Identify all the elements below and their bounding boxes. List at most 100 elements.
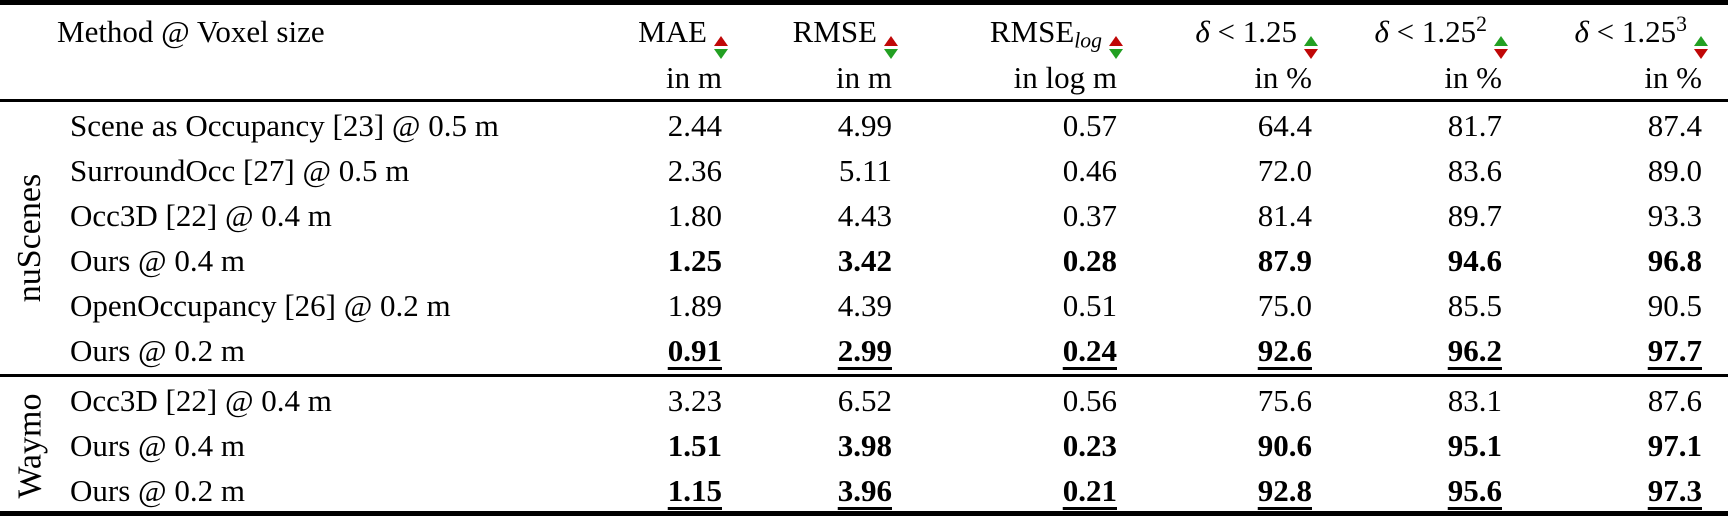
metric-value: 81.4 (1257, 198, 1312, 233)
down-arrow-icon (884, 49, 898, 59)
value-cell-delta2: 95.6 (1318, 468, 1508, 511)
table-row: Ours @ 0.4 m 1.25 3.42 0.28 87.9 94.6 96… (0, 238, 1728, 283)
value-cell-delta3: 96.8 (1508, 238, 1708, 283)
metric-value: 0.51 (1062, 288, 1117, 323)
value-cell-mae: 1.15 (558, 468, 728, 511)
metric-value: 87.6 (1647, 383, 1702, 418)
metric-value: 3.98 (837, 428, 892, 463)
value-cell-mae: 2.36 (558, 148, 728, 193)
dataset-label: nuScenes (0, 102, 60, 374)
metric-value: 2.36 (667, 153, 722, 188)
metric-value: 4.43 (837, 198, 892, 233)
metric-column-header: RMSE in m (728, 8, 898, 97)
metric-value: 97.7 (1647, 333, 1702, 368)
metric-name: < 1.25 (1209, 14, 1297, 49)
metric-value: 92.6 (1257, 333, 1312, 368)
metric-title: RMSE (728, 8, 898, 59)
method-cell: Ours @ 0.2 m (70, 473, 245, 508)
metric-title: δ < 1.252 (1318, 8, 1508, 59)
value-cell-rmse-log: 0.28 (898, 238, 1123, 283)
value-cell-rmse-log: 0.21 (898, 468, 1123, 511)
method-cell: Ours @ 0.4 m (70, 428, 245, 463)
metric-superscript: 3 (1676, 12, 1687, 37)
metric-unit: in % (1444, 60, 1502, 95)
metric-value: 96.8 (1647, 243, 1702, 278)
value-cell-delta1: 75.0 (1123, 283, 1318, 328)
value-cell-rmse-log: 0.46 (898, 148, 1123, 193)
down-arrow-icon (1304, 49, 1318, 59)
metric-value: 89.7 (1447, 198, 1502, 233)
metric-value: 0.24 (1062, 333, 1117, 368)
method-cell: SurroundOcc [27] @ 0.5 m (70, 153, 410, 188)
metric-unit: in % (1644, 60, 1702, 95)
method-cell: Ours @ 0.2 m (70, 333, 245, 368)
value-cell-delta1: 92.6 (1123, 328, 1318, 373)
method-cell: OpenOccupancy [26] @ 0.2 m (70, 288, 451, 323)
metric-value: 1.51 (667, 428, 722, 463)
metric-title: δ < 1.253 (1508, 8, 1708, 59)
metric-value: 1.25 (667, 243, 722, 278)
table-row: Scene as Occupancy [23] @ 0.5 m 2.44 4.9… (0, 103, 1728, 148)
metric-value: 5.11 (838, 153, 892, 188)
value-cell-delta2: 95.1 (1318, 423, 1508, 468)
metric-value: 1.89 (667, 288, 722, 323)
better-direction-icon (884, 36, 898, 59)
dataset-label: Waymo (0, 377, 60, 511)
metric-unit: in m (666, 60, 722, 95)
metric-value: 75.0 (1257, 288, 1312, 323)
metric-value: 3.96 (837, 473, 892, 508)
value-cell-delta3: 87.6 (1508, 378, 1708, 423)
dataset-section: Waymo Occ3D [22] @ 0.4 m 3.23 6.52 0.56 … (0, 377, 1728, 511)
metric-symbol: δ (1374, 14, 1389, 49)
method-cell: Ours @ 0.4 m (70, 243, 245, 278)
metric-name: < 1.25 (1588, 14, 1677, 49)
value-cell-delta2: 85.5 (1318, 283, 1508, 328)
metric-value: 64.4 (1257, 108, 1312, 143)
metric-name: MAE (638, 14, 707, 49)
up-arrow-icon (1109, 36, 1123, 46)
metric-value: 0.56 (1062, 383, 1117, 418)
value-cell-rmse-log: 0.37 (898, 193, 1123, 238)
value-cell-delta1: 72.0 (1123, 148, 1318, 193)
value-cell-mae: 0.91 (558, 328, 728, 373)
value-cell-delta3: 87.4 (1508, 103, 1708, 148)
up-arrow-icon (714, 36, 728, 46)
value-cell-rmse: 4.43 (728, 193, 898, 238)
metric-title: RMSElog (898, 8, 1123, 59)
metric-value: 92.8 (1257, 473, 1312, 508)
value-cell-rmse-log: 0.51 (898, 283, 1123, 328)
metric-subscript: log (1074, 28, 1102, 53)
value-cell-rmse: 3.42 (728, 238, 898, 283)
table-row: Ours @ 0.2 m 1.15 3.96 0.21 92.8 95.6 97… (0, 468, 1728, 511)
value-cell-rmse: 3.96 (728, 468, 898, 511)
value-cell-delta3: 97.1 (1508, 423, 1708, 468)
value-cell-mae: 1.89 (558, 283, 728, 328)
table-row: SurroundOcc [27] @ 0.5 m 2.36 5.11 0.46 … (0, 148, 1728, 193)
metric-column-header: RMSElog in log m (898, 8, 1123, 97)
dataset-name: Waymo (11, 393, 48, 498)
metric-title: δ < 1.25 (1123, 8, 1318, 59)
metric-value: 75.6 (1257, 383, 1312, 418)
value-cell-delta2: 83.6 (1318, 148, 1508, 193)
value-cell-delta1: 92.8 (1123, 468, 1318, 511)
metric-value: 89.0 (1647, 153, 1702, 188)
value-cell-mae: 2.44 (558, 103, 728, 148)
value-cell-rmse-log: 0.56 (898, 378, 1123, 423)
metric-value: 83.1 (1447, 383, 1502, 418)
metric-value: 0.57 (1062, 108, 1117, 143)
value-cell-delta3: 97.7 (1508, 328, 1708, 373)
metric-name: RMSE (792, 14, 877, 49)
metric-value: 97.3 (1647, 473, 1702, 508)
value-cell-delta1: 75.6 (1123, 378, 1318, 423)
value-cell-delta2: 81.7 (1318, 103, 1508, 148)
value-cell-delta1: 90.6 (1123, 423, 1318, 468)
value-cell-mae: 1.80 (558, 193, 728, 238)
value-cell-mae: 1.51 (558, 423, 728, 468)
metric-column-header: δ < 1.252 in % (1318, 8, 1508, 97)
dataset-section: nuScenes Scene as Occupancy [23] @ 0.5 m… (0, 102, 1728, 377)
metric-value: 4.99 (837, 108, 892, 143)
value-cell-delta2: 94.6 (1318, 238, 1508, 283)
metric-value: 2.99 (837, 333, 892, 368)
down-arrow-icon (1109, 49, 1123, 59)
